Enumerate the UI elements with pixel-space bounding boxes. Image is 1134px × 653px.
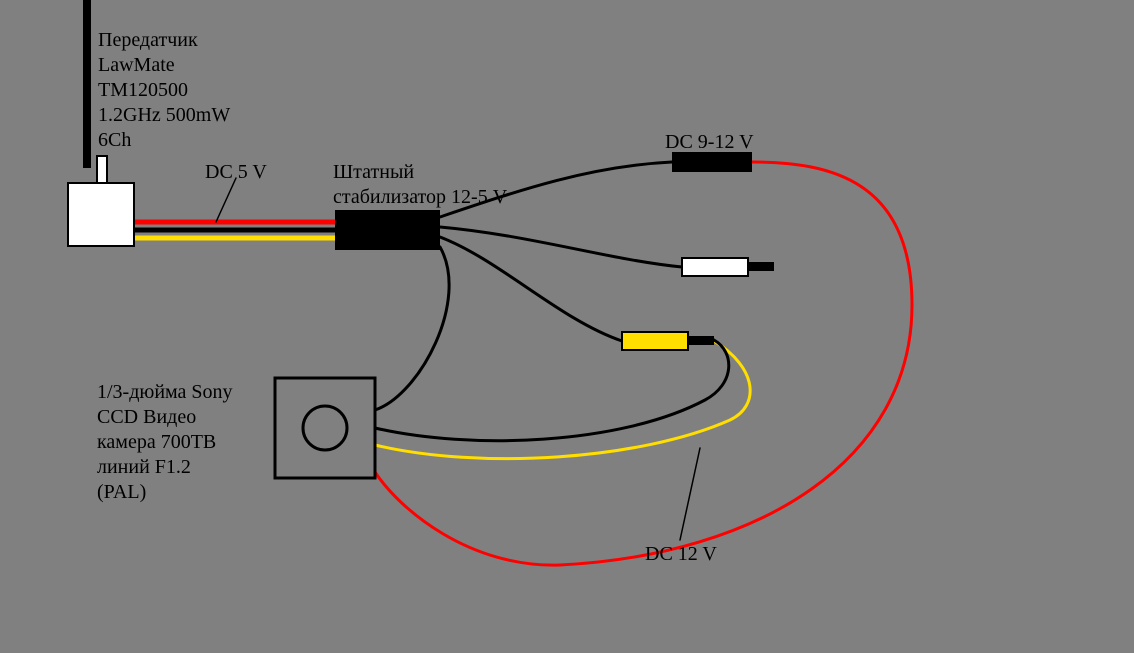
transmitter-box xyxy=(68,183,134,246)
label-camera: 1/3-дюйма Sony CCD Видео камера 700ТВ ли… xyxy=(97,380,233,505)
rca-yellow-tip xyxy=(688,336,714,345)
antenna-main xyxy=(83,0,91,168)
camera-box xyxy=(275,378,375,478)
wire-leader_dc12v xyxy=(680,448,700,540)
rca-yellow-body xyxy=(622,332,688,350)
wire-dc_red_out xyxy=(375,162,912,565)
label-stabilizer: Штатный стабилизатор 12-5 V xyxy=(333,160,507,210)
label-dc912v: DC 9-12 V xyxy=(665,130,754,155)
stabilizer-box xyxy=(335,210,440,250)
rca-white-tip xyxy=(748,262,774,271)
label-dc5v: DC 5 V xyxy=(205,160,267,185)
wire-stab_to_white xyxy=(440,227,682,267)
label-transmitter: Передатчик LawMate TM120500 1.2GHz 500mW… xyxy=(98,28,230,153)
rca-white-body xyxy=(682,258,748,276)
dc-plug xyxy=(672,152,752,172)
label-dc12v: DC 12 V xyxy=(645,542,717,567)
wire-cam_yellow xyxy=(375,341,750,459)
antenna-stub xyxy=(97,156,107,184)
wire-stab_to_cam xyxy=(375,247,449,410)
